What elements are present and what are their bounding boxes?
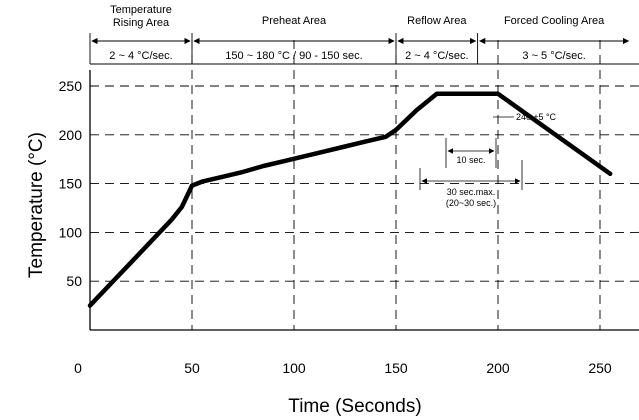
y-tick-label-250: 250 — [59, 78, 83, 94]
y-tick-label-100: 100 — [59, 224, 83, 240]
zone-name-1: Preheat Area — [262, 15, 327, 27]
dwell-short-label: 10 sec. — [456, 155, 485, 165]
x-tick-label-250: 250 — [588, 360, 612, 376]
zone-name-3: Forced Cooling Area — [504, 15, 605, 27]
zone-rate-2: 2 ~ 4 °C/sec. — [405, 50, 468, 62]
x-tick-labels: 0 50 100 150 200 250 — [74, 360, 612, 376]
zone-rate-1: 150 ~ 180 °C / 90 - 150 sec. — [225, 50, 362, 62]
x-tick-label-150: 150 — [384, 360, 408, 376]
y-axis-title: Temperature (°C) — [26, 132, 47, 278]
y-tick-label-50: 50 — [66, 273, 82, 289]
zone-rate-0: 2 ~ 4 °C/sec. — [109, 50, 172, 62]
zone-name-2: Reflow Area — [407, 15, 467, 27]
peak-temperature-label: 240 ±5 °C — [516, 112, 557, 122]
zone-name-0-line2: Rising Area — [113, 17, 170, 29]
zone-name-0-line1: Temperature — [110, 4, 172, 16]
dwell-long-label-line1: 30 sec.max. — [447, 187, 496, 197]
y-tick-label-200: 200 — [59, 127, 83, 143]
y-tick-labels: 50 100 150 200 250 — [59, 78, 83, 289]
x-tick-label-200: 200 — [486, 360, 510, 376]
axes — [89, 70, 639, 331]
annotations: 240 ±5 °C 10 sec. 30 sec.max. (20~30 sec… — [419, 112, 557, 208]
y-tick-label-150: 150 — [59, 176, 83, 192]
x-tick-label-0: 0 — [74, 360, 82, 376]
x-tick-label-50: 50 — [184, 360, 200, 376]
zone-rate-3: 3 ~ 5 °C/sec. — [522, 50, 585, 62]
grid-layer — [90, 40, 639, 330]
dwell-long-label-line2: (20~30 sec.) — [446, 198, 496, 208]
temperature-profile-line — [87, 91, 613, 308]
x-axis-title: Time (Seconds) — [288, 396, 421, 417]
x-tick-label-100: 100 — [282, 360, 306, 376]
